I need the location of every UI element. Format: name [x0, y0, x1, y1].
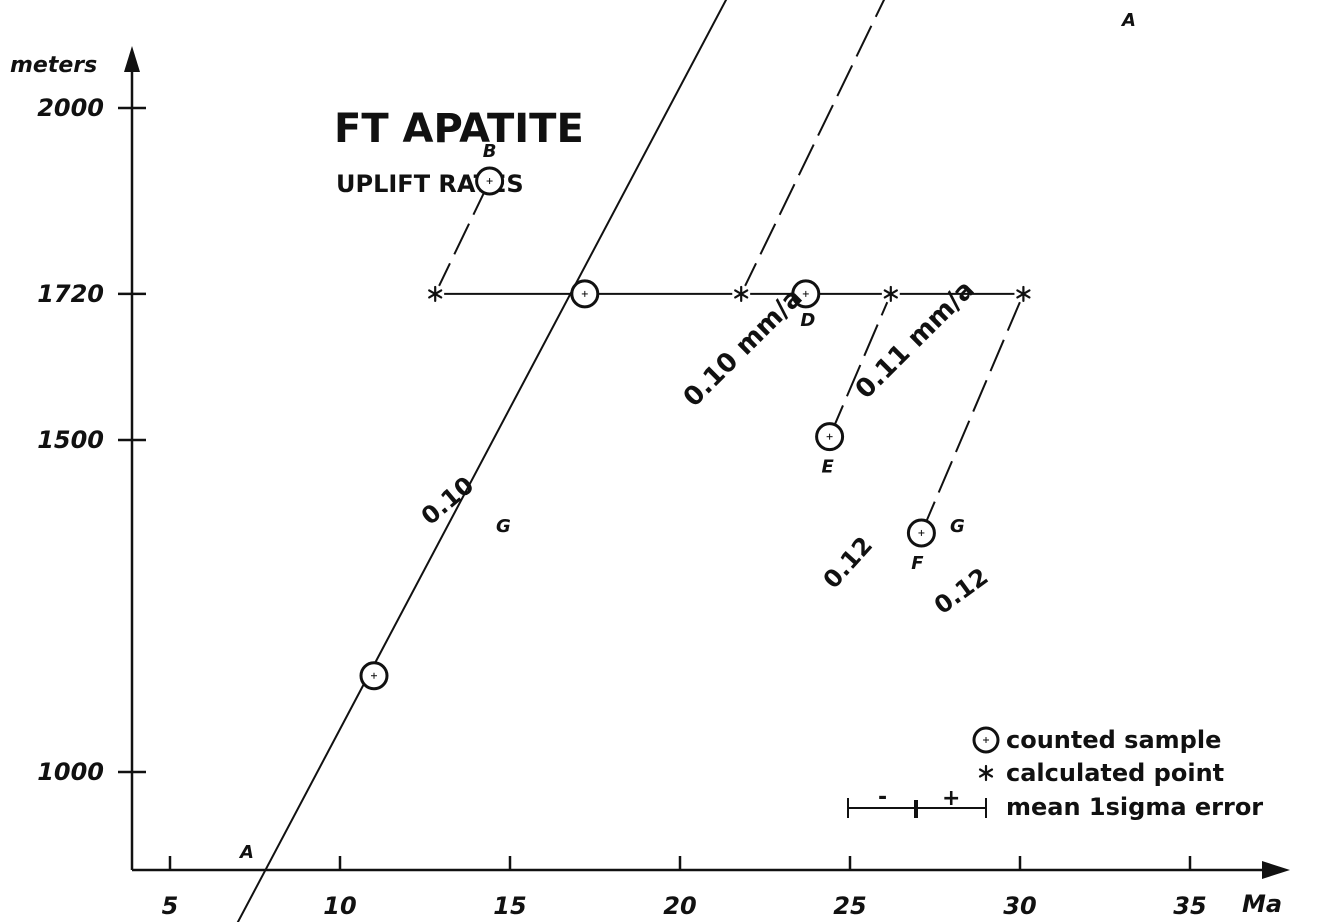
point-label-e: E [821, 457, 834, 478]
rate-label-e: 0.12 [818, 531, 878, 594]
line-E-line [828, 293, 892, 438]
legend-calculated-point: calculated point [978, 759, 1224, 787]
horizontal-label-g-right: G [950, 516, 965, 537]
x-axis-label: Ma [1242, 890, 1282, 918]
counted-sample-point [906, 518, 936, 548]
x-tick-label: 25 [833, 892, 866, 920]
x-axis-arrow-icon [1262, 861, 1290, 879]
legend-error-bar: - + mean 1sigma error [847, 785, 1263, 821]
x-ticks: 5 10 15 20 25 30 35 [162, 856, 1207, 920]
y-tick-label: 1720 [37, 280, 104, 308]
legend: counted sample calculated point - + mean… [847, 726, 1263, 821]
x-tick-label: 35 [1173, 892, 1206, 920]
line-C-line [740, 0, 886, 295]
rate-label-f: 0.12 [929, 562, 993, 619]
calculated-point-icon [978, 764, 994, 782]
point-label-b: B [483, 141, 497, 162]
counted-sample-icon [972, 726, 1000, 754]
counted-sample-point [791, 279, 821, 309]
x-tick-label: 30 [1003, 892, 1036, 920]
counted-sample-point [359, 661, 389, 691]
line-AA [236, 0, 728, 922]
point-label-d: D [800, 310, 815, 331]
calculated-point [881, 284, 900, 303]
x-tick-label: 5 [162, 892, 179, 920]
y-tick-label: 1000 [37, 758, 104, 786]
counted-sample-point [815, 422, 845, 452]
y-ticks: 100015001720200025003000 [37, 94, 146, 786]
point-label-f: F [911, 553, 924, 574]
legend-label-calculated: calculated point [1006, 759, 1224, 787]
y-tick-label: 2000 [37, 94, 104, 122]
axes [124, 46, 1290, 879]
x-tick-label: 20 [663, 892, 696, 920]
legend-label-counted: counted sample [1006, 726, 1221, 754]
data-points: BDEFC [359, 141, 1033, 691]
rate-label-b: 0.10 [416, 471, 479, 531]
error-minus-symbol: - [878, 785, 887, 810]
line-B-line [434, 180, 491, 295]
line-end-label-a-top: A [1120, 10, 1136, 31]
x-tick-label: 10 [323, 892, 356, 920]
y-tick-label: 1500 [37, 426, 104, 454]
x-tick-label: 15 [493, 892, 526, 920]
regression-lines [236, 0, 1025, 922]
calculated-point [732, 284, 751, 303]
counted-sample-point [570, 279, 600, 309]
calculated-point [426, 284, 445, 303]
counted-sample-point [475, 166, 505, 196]
chart-title: FT APATITE [334, 106, 584, 152]
horizontal-label-g-left: G [496, 516, 511, 537]
y-axis-arrow-icon [124, 46, 140, 72]
y-axis-label: meters [10, 53, 97, 78]
line-end-label-a-bottom: A [238, 842, 254, 863]
calculated-point [1014, 284, 1033, 303]
legend-counted-sample: counted sample [972, 726, 1221, 754]
error-plus-symbol: + [942, 786, 960, 811]
legend-label-error: mean 1sigma error [1006, 793, 1263, 821]
